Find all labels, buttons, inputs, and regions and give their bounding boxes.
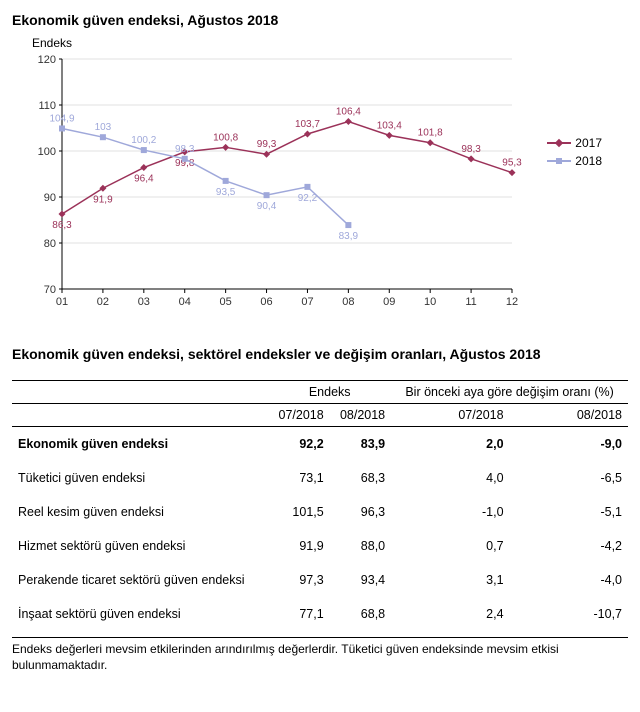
cell-value: 77,1: [268, 597, 329, 631]
svg-text:93,5: 93,5: [216, 187, 236, 198]
svg-text:10: 10: [424, 296, 436, 308]
svg-text:01: 01: [56, 296, 68, 308]
chart-svg: 70 80 90 100 110 120 01 02 03 04 05 06 07 08 09 10 11 12 8…: [12, 54, 612, 314]
svg-text:101,8: 101,8: [418, 128, 443, 139]
svg-text:03: 03: [138, 296, 150, 308]
row-label: Perakende ticaret sektörü güven endeksi: [12, 563, 268, 597]
legend-item: 2017: [547, 136, 602, 150]
row-label: Tüketici güven endeksi: [12, 461, 268, 495]
table-row: Reel kesim güven endeksi101,596,3-1,0-5,…: [12, 495, 628, 529]
table-row: Tüketici güven endeksi73,168,34,0-6,5: [12, 461, 628, 495]
col-group-change: Bir önceki aya göre değişim oranı (%): [391, 381, 628, 404]
cell-value: -1,0: [391, 495, 509, 529]
svg-text:07: 07: [301, 296, 313, 308]
chart-title: Ekonomik güven endeksi, Ağustos 2018: [12, 12, 628, 28]
cell-value: 0,7: [391, 529, 509, 563]
svg-text:110: 110: [38, 100, 56, 112]
svg-text:05: 05: [220, 296, 232, 308]
cell-value: 68,8: [330, 597, 391, 631]
svg-text:100,2: 100,2: [131, 135, 156, 146]
table-row: Ekonomik güven endeksi92,283,92,0-9,0: [12, 427, 628, 462]
cell-value: 2,4: [391, 597, 509, 631]
col-header: 08/2018: [330, 404, 391, 427]
svg-text:70: 70: [44, 284, 56, 296]
line-chart: Endeks 70 80 90 100 110 120 01 02 03 04 05 06 07 08 09…: [12, 36, 612, 316]
table-row: Perakende ticaret sektörü güven endeksi9…: [12, 563, 628, 597]
svg-text:90,4: 90,4: [257, 201, 277, 212]
svg-text:100,8: 100,8: [213, 132, 238, 143]
row-label: Hizmet sektörü güven endeksi: [12, 529, 268, 563]
svg-text:04: 04: [179, 296, 191, 308]
svg-text:09: 09: [383, 296, 395, 308]
svg-text:80: 80: [44, 238, 56, 250]
cell-value: 101,5: [268, 495, 329, 529]
cell-value: 93,4: [330, 563, 391, 597]
cell-value: 2,0: [391, 427, 509, 462]
col-header: 08/2018: [510, 404, 628, 427]
table-title: Ekonomik güven endeksi, sektörel endeksl…: [12, 346, 628, 362]
row-label: İnşaat sektörü güven endeksi: [12, 597, 268, 631]
svg-text:120: 120: [38, 54, 56, 66]
cell-value: 97,3: [268, 563, 329, 597]
svg-text:06: 06: [260, 296, 272, 308]
svg-text:96,4: 96,4: [134, 174, 154, 185]
svg-text:100: 100: [38, 146, 56, 158]
table-row: İnşaat sektörü güven endeksi77,168,82,4-…: [12, 597, 628, 631]
col-header: 07/2018: [391, 404, 509, 427]
cell-value: 83,9: [330, 427, 391, 462]
footnote: Endeks değerleri mevsim etkilerinden arı…: [12, 637, 628, 673]
cell-value: -9,0: [510, 427, 628, 462]
svg-text:103,7: 103,7: [295, 119, 320, 130]
col-header: [12, 404, 268, 427]
cell-value: 88,0: [330, 529, 391, 563]
cell-value: -4,2: [510, 529, 628, 563]
cell-value: 68,3: [330, 461, 391, 495]
legend-item: 2018: [547, 154, 602, 168]
svg-text:12: 12: [506, 296, 518, 308]
chart-legend: 2017 2018: [547, 136, 602, 172]
svg-text:92,2: 92,2: [298, 193, 318, 204]
svg-text:86,3: 86,3: [52, 220, 72, 231]
col-group-endeks: Endeks: [268, 381, 391, 404]
svg-text:99,3: 99,3: [257, 139, 277, 150]
table-row: Hizmet sektörü güven endeksi91,988,00,7-…: [12, 529, 628, 563]
cell-value: 91,9: [268, 529, 329, 563]
cell-value: 4,0: [391, 461, 509, 495]
cell-value: -4,0: [510, 563, 628, 597]
cell-value: 3,1: [391, 563, 509, 597]
svg-text:98,3: 98,3: [175, 144, 195, 155]
svg-text:02: 02: [97, 296, 109, 308]
data-table: Endeks Bir önceki aya göre değişim oranı…: [12, 380, 628, 631]
svg-text:95,3: 95,3: [502, 158, 522, 169]
svg-text:106,4: 106,4: [336, 107, 361, 118]
svg-text:103,4: 103,4: [377, 120, 402, 131]
svg-text:103: 103: [95, 122, 112, 133]
cell-value: -6,5: [510, 461, 628, 495]
cell-value: -10,7: [510, 597, 628, 631]
cell-value: -5,1: [510, 495, 628, 529]
svg-text:83,9: 83,9: [339, 231, 359, 242]
svg-text:91,9: 91,9: [93, 194, 113, 205]
svg-text:11: 11: [465, 296, 476, 308]
cell-value: 92,2: [268, 427, 329, 462]
cell-value: 96,3: [330, 495, 391, 529]
svg-text:90: 90: [44, 192, 56, 204]
table-header-cols: 07/201808/201807/201808/2018: [12, 404, 628, 427]
cell-value: 73,1: [268, 461, 329, 495]
row-label: Reel kesim güven endeksi: [12, 495, 268, 529]
col-header: 07/2018: [268, 404, 329, 427]
svg-text:104,9: 104,9: [49, 113, 74, 124]
y-axis-label: Endeks: [32, 36, 72, 50]
table-header-group: Endeks Bir önceki aya göre değişim oranı…: [12, 381, 628, 404]
row-label: Ekonomik güven endeksi: [12, 427, 268, 462]
svg-text:98,3: 98,3: [461, 144, 481, 155]
svg-text:08: 08: [342, 296, 354, 308]
